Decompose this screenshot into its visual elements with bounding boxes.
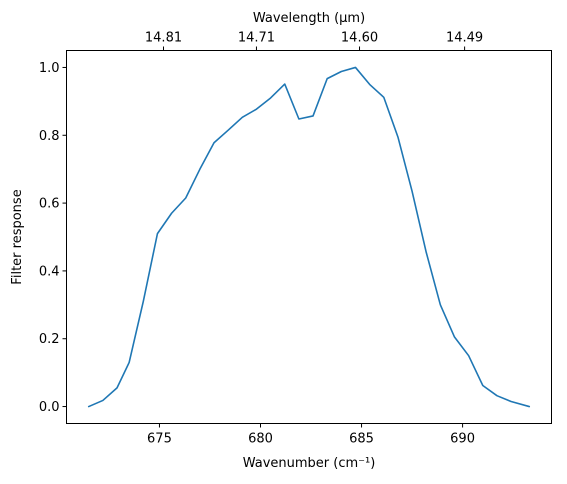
y-tick-label: 0.4: [39, 264, 60, 279]
series-layer: [87, 66, 531, 408]
y-tick-label: 0.8: [39, 129, 60, 144]
y-axis-ticks: 0.0 0.2 0.4 0.6 0.8 1.0: [39, 61, 67, 415]
x-axis-label: Wavenumber (cm⁻¹): [243, 456, 376, 471]
top-axis-ticks: 14.81 14.71 14.60 14.49: [145, 31, 483, 51]
y-axis-label: Filter response: [10, 189, 25, 284]
y-tick-label: 0.0: [39, 400, 60, 415]
x-tick-label: 675: [147, 432, 172, 447]
top-axis-label: Wavelength (μm): [253, 11, 365, 26]
y-tick-label: 1.0: [39, 61, 60, 76]
plot-frame: [66, 50, 552, 424]
series-line: [87, 66, 531, 408]
top-tick-label: 14.49: [446, 31, 483, 46]
top-tick-label: 14.81: [145, 31, 182, 46]
x-tick-label: 690: [450, 432, 475, 447]
x-tick-label: 680: [248, 432, 273, 447]
plot-area: [66, 50, 552, 424]
x-axis-ticks: 675 680 685 690: [147, 423, 475, 447]
top-tick-label: 14.60: [341, 31, 378, 46]
top-tick-label: 14.71: [238, 31, 275, 46]
x-tick-label: 685: [349, 432, 374, 447]
y-tick-label: 0.2: [39, 332, 60, 347]
y-tick-label: 0.6: [39, 197, 60, 212]
